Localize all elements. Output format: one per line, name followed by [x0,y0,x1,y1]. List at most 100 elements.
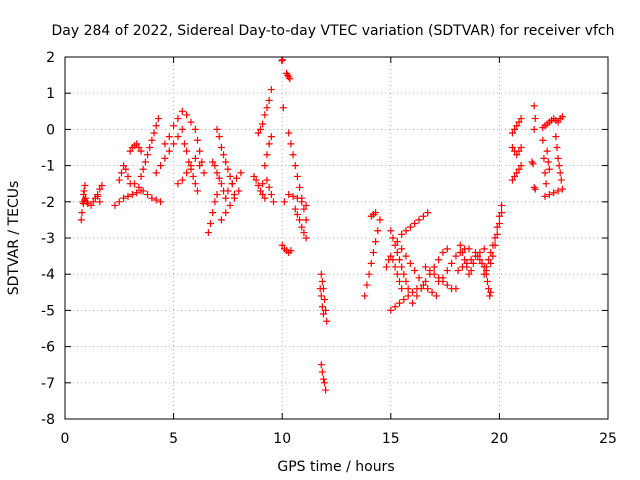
series-tr23 [263,176,278,206]
data-point [376,216,384,224]
data-point [196,162,204,170]
series-tr8 [131,180,165,206]
data-point [152,122,160,130]
data-point [554,187,562,195]
data-point [491,241,499,249]
series-tr9 [137,115,162,180]
data-point [289,151,297,159]
data-point [367,259,375,267]
data-point [233,174,241,182]
series-tr56 [552,133,565,184]
data-point [128,191,136,199]
data-point [254,182,262,190]
data-point [261,194,269,202]
data-point [452,285,460,293]
data-point [391,303,399,311]
data-point [545,191,553,199]
data-point [237,169,245,177]
data-point [398,263,406,271]
data-point [448,259,456,267]
data-point [422,277,430,285]
data-point [250,172,258,180]
data-point [265,140,273,148]
series-tr42 [435,245,473,285]
x-tick-label: 20 [490,431,508,447]
data-point [267,86,275,94]
data-point [174,115,182,123]
data-point [200,169,208,177]
series-tr2 [79,194,92,208]
data-point [511,172,519,180]
data-point [230,194,238,202]
data-point [98,182,106,190]
data-point [552,133,560,141]
series-tr37 [387,285,421,314]
data-point [428,288,436,296]
data-point [458,248,466,256]
series-tr34 [367,209,380,220]
data-point [302,234,310,242]
data-point [180,140,188,148]
data-point [146,144,154,151]
data-point [224,165,232,173]
data-point [454,267,462,275]
x-tick-label: 5 [169,431,178,447]
data-point [539,136,547,144]
series-tr14 [191,125,208,177]
data-point [415,216,423,224]
data-point [178,176,186,184]
plot-frame [64,56,609,420]
data-point [124,192,132,200]
data-point [259,180,267,188]
data-point [209,209,217,217]
data-point [321,296,329,304]
data-point [363,281,371,289]
data-point [476,256,484,264]
data-point [487,248,495,256]
data-point [361,292,369,300]
data-point [400,270,408,278]
data-point [387,252,395,260]
series-tr5 [111,187,145,209]
y-tick-label: -8 [41,412,55,428]
data-point [135,183,143,191]
data-point [222,209,230,217]
data-point [81,182,89,190]
grid [65,57,608,419]
series-tr18 [217,187,243,224]
data-point [161,154,169,162]
data-point [165,133,173,141]
data-point [508,144,516,151]
data-point [263,176,271,184]
data-point [293,194,301,202]
series-tr47 [480,201,506,278]
data-point [465,270,473,278]
series-tr32 [317,361,330,394]
data-point [517,115,525,123]
data-point [541,169,549,177]
data-point [144,151,152,159]
data-point [189,172,197,180]
data-point [222,194,230,202]
data-point [285,191,293,199]
data-point [278,241,286,249]
series-tr58 [543,147,553,173]
data-point [211,162,219,170]
data-point [467,256,475,264]
data-point [531,115,539,123]
data-point [485,256,493,264]
data-point [321,379,329,387]
data-point [183,147,191,155]
data-point [395,277,403,285]
series-tr48 [487,209,506,267]
data-point [161,140,169,148]
data-point [111,201,119,209]
data-point [316,285,324,293]
data-point [474,252,482,260]
data-point [424,285,432,293]
data-point [400,296,408,304]
data-point [148,194,156,202]
data-point [430,270,438,278]
data-point [393,270,401,278]
data-point [133,189,141,197]
